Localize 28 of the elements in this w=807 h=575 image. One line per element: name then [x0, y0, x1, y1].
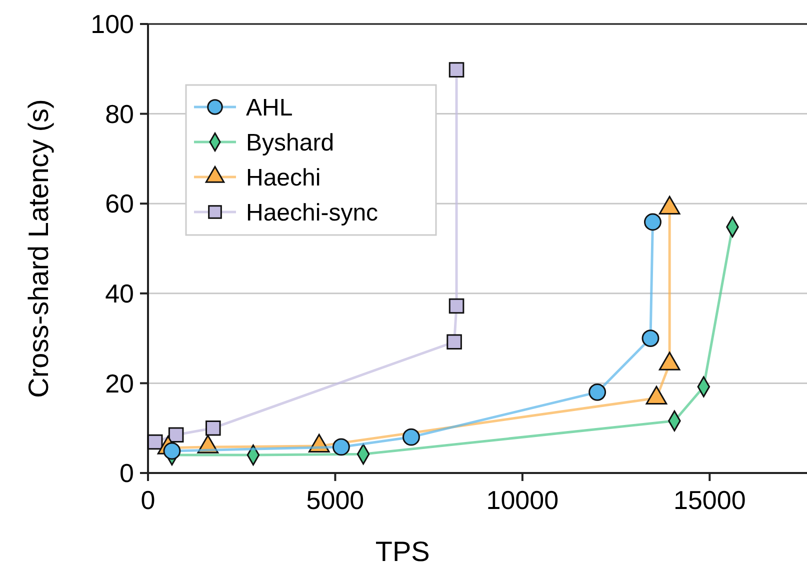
x-axis-title: TPS	[375, 536, 430, 567]
x-tick-label: 10000	[486, 485, 559, 515]
y-tick-label: 80	[105, 98, 134, 129]
point	[642, 330, 660, 348]
legend-label: Byshard	[246, 129, 334, 156]
y-tick-label: 40	[105, 278, 134, 308]
legend-label: AHL	[246, 94, 293, 122]
legend-label: Haechi-sync	[246, 199, 378, 226]
point	[163, 442, 181, 460]
point	[332, 438, 350, 456]
y-tick-label: 100	[90, 9, 134, 40]
point	[206, 420, 221, 436]
point	[448, 62, 464, 78]
y-axis-title: Cross-shard Latency (s)	[23, 99, 54, 398]
point	[644, 213, 662, 231]
point	[588, 383, 606, 401]
point	[446, 334, 462, 350]
x-tick-label: 0	[140, 485, 156, 515]
x-tick-label: 15000	[673, 485, 746, 515]
point	[402, 428, 420, 446]
legend-label: Haechi	[246, 164, 321, 192]
y-tick-label: 60	[105, 188, 134, 219]
point	[168, 427, 184, 442]
y-tick-label: 20	[105, 368, 134, 398]
y-tick-label: 0	[120, 458, 134, 488]
x-tick-label: 5000	[306, 485, 364, 515]
point	[448, 298, 464, 314]
point	[147, 434, 163, 450]
